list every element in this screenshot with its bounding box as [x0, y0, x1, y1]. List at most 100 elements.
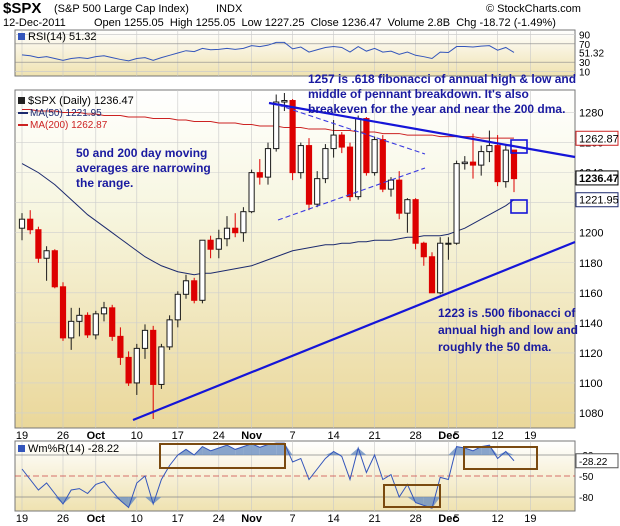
price-tick-label: 1280 [579, 108, 603, 120]
price-badge-label: 1262.87 [579, 133, 619, 145]
rsi-tick-label: 10 [579, 67, 591, 78]
annotation-fib-500-line1: 1223 is .500 fibonacci of [438, 306, 576, 320]
open-value: 1255.05 [123, 17, 164, 29]
candle-body [281, 100, 288, 103]
high-label: High [169, 17, 193, 29]
price-tick-label: 1120 [579, 348, 603, 360]
x-tick-label-bottom: Nov [241, 513, 263, 525]
x-tick-label: 24 [213, 430, 225, 442]
symbol-title: $SPX [3, 0, 42, 17]
close-value: 1236.47 [341, 17, 382, 29]
low-label: Low [241, 17, 262, 29]
willr-overbought-fill [497, 451, 506, 455]
willr-overbought-fill [350, 448, 359, 455]
willr-overbought-fill [325, 451, 334, 455]
rsi-legend: RSI(14) 51.32 [18, 31, 96, 43]
stockcharts-credit: © StockCharts.com [486, 3, 581, 15]
annotation-moving-averages-line3: the range. [76, 176, 134, 190]
rsi-series [21, 41, 515, 62]
candle-body [191, 280, 198, 301]
candle-body [59, 286, 67, 339]
ma200-line [22, 109, 514, 139]
candle-body [469, 161, 477, 166]
willr-oversold-fill [63, 497, 72, 504]
candle-body [232, 227, 239, 234]
candle-body [207, 239, 214, 250]
candle-body [428, 256, 436, 294]
willr-badge-label: -28.22 [579, 457, 608, 468]
candle-body [141, 329, 149, 349]
willr-overbought-fill [489, 445, 498, 455]
willr-oversold-fill [423, 497, 432, 509]
price-series [18, 93, 518, 419]
x-tick-label-bottom: 10 [131, 513, 143, 525]
ma200-legend-swatch [18, 124, 28, 127]
price-tick-label: 1180 [579, 258, 603, 270]
rsi-line [21, 41, 515, 62]
x-tick-label: Nov [241, 430, 263, 442]
exchange-label: INDX [216, 3, 243, 15]
candle-body [166, 319, 173, 348]
candle-body [510, 149, 518, 180]
candle-body [43, 250, 50, 259]
candle-body [92, 313, 99, 336]
candle-body [68, 320, 75, 339]
willr-oversold-fill [128, 497, 137, 508]
x-tick-label: 17 [172, 430, 184, 442]
candle-body [84, 314, 91, 336]
x-tick-label: 10 [131, 430, 143, 442]
price-badge-label: 1221.95 [579, 195, 619, 207]
volume-value: 2.8B [427, 17, 451, 29]
annotation-fib-618-line3: breakeven for the year and near the 200 … [308, 102, 566, 116]
price-tick-label: 1080 [579, 408, 603, 420]
willr-overbought-fill [268, 443, 277, 455]
x-tick-label: 5 [454, 430, 460, 442]
x-tick-label: 7 [290, 430, 296, 442]
pennant-lower [277, 167, 426, 221]
chg-label: Chg [456, 17, 477, 29]
high-value: 1255.05 [195, 17, 236, 29]
willr-box-1 [159, 443, 286, 469]
ma200-legend-text: MA(200) 1262.87 [30, 120, 108, 131]
candle-body [338, 134, 345, 148]
x-tick-label-bottom: Dec [438, 513, 458, 525]
price-badge-label: 1236.47 [579, 173, 619, 185]
willr-overbought-fill [210, 448, 219, 455]
x-tick-label-bottom: 17 [172, 513, 184, 525]
candle-body [305, 145, 313, 205]
upper-trendline [268, 101, 576, 159]
candle-body [478, 151, 485, 166]
willr-badge-box [575, 453, 619, 469]
candle-body [174, 293, 181, 321]
candle-body [486, 145, 493, 153]
x-tick-label: Oct [87, 430, 106, 442]
price-badge-box [575, 192, 619, 208]
willr-overbought-fill [284, 443, 293, 455]
candle-body [453, 163, 460, 244]
candle-body [264, 148, 272, 178]
x-tick-label-bottom: 12 [491, 513, 503, 525]
willr-oversold-fill [54, 497, 63, 504]
x-tick-label-bottom: 28 [409, 513, 421, 525]
index-name: (S&P 500 Large Cap Index) [54, 3, 189, 15]
candle-body [256, 172, 263, 178]
x-tick-label-bottom: 21 [368, 513, 380, 525]
price-legend-text: $SPX (Daily) 1236.47 [28, 95, 134, 107]
annotation-moving-averages: 50 and 200 day moving averages are narro… [76, 146, 211, 191]
price-tick-label: 1200 [579, 228, 603, 240]
low-value: 1227.25 [264, 17, 305, 29]
open-label: Open [94, 17, 121, 29]
candle-body [314, 178, 321, 205]
ma50-legend: MA(50) 1221.95 [18, 108, 102, 119]
candle-body [412, 199, 419, 244]
annotation-fib-618-line2: middle of pennant breakdown. It's also [308, 87, 529, 101]
candle-body [158, 346, 165, 385]
willr-overbought-fill [473, 446, 482, 455]
candle-body [289, 100, 296, 174]
candle-body [346, 146, 354, 198]
candle-body [133, 347, 140, 384]
x-tick-label-bottom: 14 [327, 513, 339, 525]
candle-body [18, 218, 26, 229]
candle-body [150, 329, 157, 385]
candle-body [215, 238, 222, 250]
